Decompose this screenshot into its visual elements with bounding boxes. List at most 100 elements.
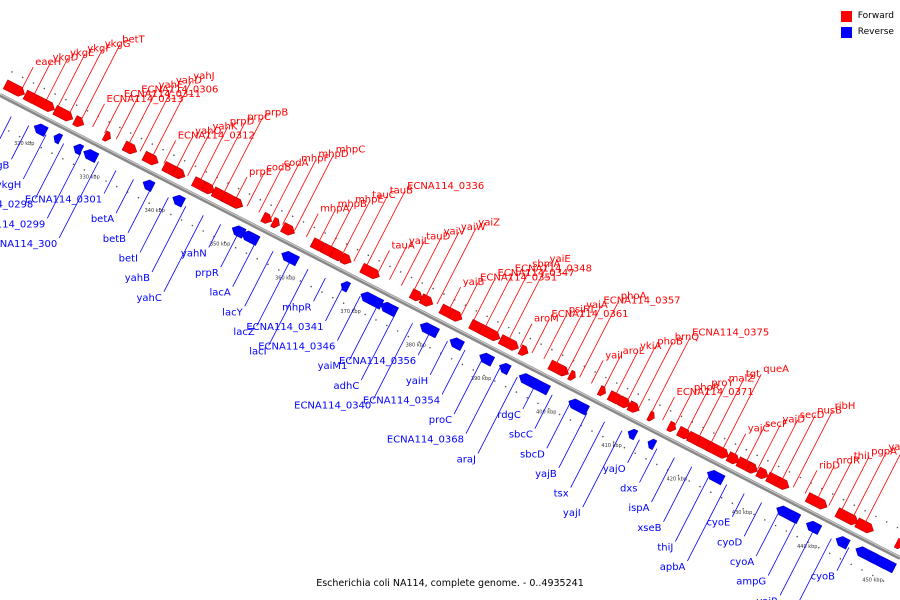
gene-label: yahB <box>125 273 150 284</box>
label-leader-line <box>127 89 157 146</box>
gene-label: yahO <box>195 126 221 137</box>
gene-label: ECNA114_0368 <box>387 435 464 446</box>
track-dot <box>21 76 24 79</box>
label-leader-line <box>187 131 211 176</box>
track-dot <box>623 446 626 449</box>
gene-label: xseB <box>637 523 661 534</box>
label-leader-line <box>697 383 727 439</box>
gene-arrow-shape <box>805 520 823 535</box>
track-dot <box>191 224 194 227</box>
gene-label: ECNA114_0354 <box>363 395 440 406</box>
label-leader-line <box>638 341 674 409</box>
gene-label: adhC <box>334 381 360 392</box>
label-leader-line <box>639 448 658 483</box>
label-leader-line <box>11 125 30 160</box>
track-dot <box>234 246 237 249</box>
gene-label: yahK <box>213 121 238 132</box>
track-dot <box>731 502 734 505</box>
gene-label: mhpE <box>355 195 384 206</box>
legend-reverse: Reverse <box>840 24 894 40</box>
scale-tick-label: 380 kbp <box>406 342 426 348</box>
gene-label: ECNA114_0357 <box>603 295 680 306</box>
label-leader-line <box>579 300 620 378</box>
label-leader-line <box>522 385 536 410</box>
track-dot <box>612 441 615 443</box>
scale-tick-label: 330 kbp <box>79 175 99 181</box>
forward-gene-arrow <box>359 262 380 280</box>
forward-gene-arrow <box>32 94 55 113</box>
gene-arrow-shape <box>755 466 769 480</box>
track-dot <box>450 358 453 360</box>
label-leader-line <box>534 394 553 429</box>
gene-arrow-shape <box>499 362 512 376</box>
forward-gene-arrow <box>626 400 640 413</box>
label-leader-line <box>258 167 283 213</box>
label-leader-line <box>792 410 833 488</box>
track-dot <box>342 302 345 305</box>
track-dot <box>734 443 737 445</box>
label-leader-line <box>731 493 745 517</box>
genome-caption: Escherichia coli NA114, complete genome.… <box>316 578 584 589</box>
track-dot <box>378 260 380 262</box>
track-dot <box>461 363 464 366</box>
gene-label: yaiI <box>605 350 623 361</box>
track-dot <box>767 460 769 462</box>
track-dot <box>119 126 121 129</box>
gene-arrow-shape <box>478 324 501 342</box>
label-leader-line <box>570 421 605 488</box>
reverse-gene-arrow <box>479 352 496 367</box>
gene-label: yaiW <box>461 222 486 233</box>
gene-arrow-shape <box>875 556 897 574</box>
gene-arrow-shape <box>83 149 100 164</box>
reverse-gene-arrow <box>33 123 49 137</box>
track-dot <box>558 413 561 416</box>
label-leader-line <box>651 457 675 503</box>
forward-gene-arrow <box>418 293 434 307</box>
gene-label: psiF1 <box>569 305 595 316</box>
track-dot <box>882 580 885 582</box>
label-leader-line <box>709 378 745 445</box>
reverse-gene-arrow <box>281 250 300 267</box>
forward-gene-arrow <box>547 359 569 377</box>
reverse-gene-arrow <box>360 291 385 310</box>
forward-gene-arrow <box>705 441 729 459</box>
legend: Forward Reverse <box>840 8 894 40</box>
track-dot <box>429 346 431 349</box>
track-dot <box>828 552 831 555</box>
gene-arrow-shape <box>260 211 273 224</box>
track-dot <box>375 319 377 321</box>
track-dot <box>774 524 777 527</box>
label-leader-line <box>127 188 152 233</box>
forward-swatch <box>840 10 852 22</box>
label-leader-line <box>852 451 887 519</box>
track-dot <box>680 415 683 418</box>
label-leader-line <box>436 227 477 305</box>
gene-label: mhpR <box>282 302 311 313</box>
label-leader-line <box>317 209 336 244</box>
label-leader-line <box>816 465 835 500</box>
gene-label: ECNA114_0340 <box>294 401 371 412</box>
gene-label: rdgC <box>497 410 521 421</box>
gene-arrow-shape <box>408 288 423 302</box>
gene-label: yaiA <box>586 300 608 311</box>
gene-arrow-shape <box>171 166 184 178</box>
gene-label: yahD <box>176 76 202 87</box>
gene-label: mhpC <box>336 144 365 155</box>
track-dot <box>831 493 834 495</box>
forward-gene-arrow <box>567 369 576 381</box>
forward-gene-arrow <box>448 308 463 322</box>
gene-label: betT <box>122 34 145 45</box>
label-leader-line <box>341 199 371 256</box>
label-leader-line <box>495 268 531 335</box>
gene-label: ECNA114_0306 <box>141 85 218 96</box>
track-dot <box>410 276 413 279</box>
gene-arrow-shape <box>200 181 215 195</box>
gene-label: nusB <box>817 405 842 416</box>
track-dot <box>108 121 110 123</box>
gene-label: ECNA114_0375 <box>692 328 769 339</box>
track-dot <box>699 485 701 488</box>
track-dot <box>507 326 510 329</box>
forward-gene-arrow <box>230 196 243 209</box>
gene-arrow-shape <box>706 469 726 486</box>
